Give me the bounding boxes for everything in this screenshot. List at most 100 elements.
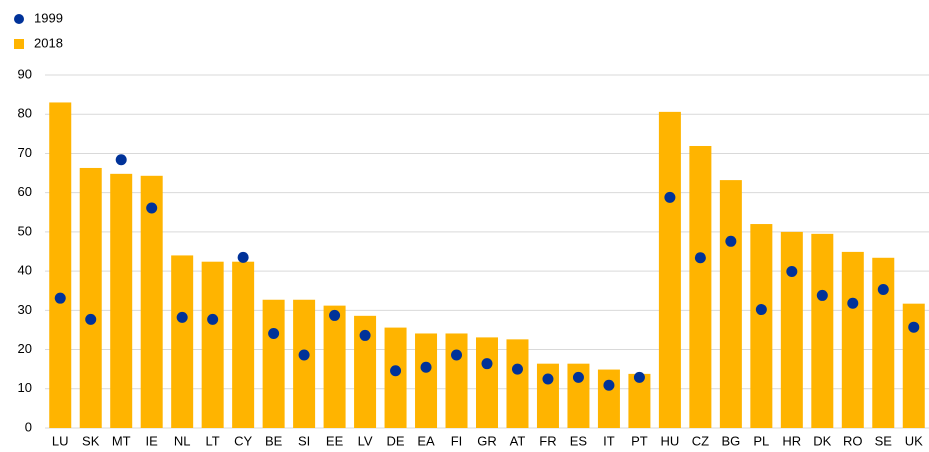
x-tick-label: SK — [82, 433, 100, 448]
bar — [628, 373, 651, 428]
x-tick-label: ES — [570, 433, 588, 448]
dot — [207, 313, 219, 325]
dot — [511, 363, 523, 375]
x-tick-label: CY — [234, 433, 252, 448]
bar — [902, 303, 925, 428]
legend-marker — [14, 14, 24, 24]
y-tick-label: 40 — [18, 263, 32, 278]
x-tick-label: RO — [843, 433, 863, 448]
bar — [354, 315, 377, 428]
x-tick-label: EA — [417, 433, 435, 448]
dot — [542, 373, 554, 385]
bar — [79, 167, 102, 428]
y-tick-label: 50 — [18, 223, 32, 238]
dot — [572, 371, 584, 383]
bar — [140, 175, 163, 428]
bar — [110, 173, 133, 428]
dot — [329, 309, 341, 321]
bar — [536, 363, 559, 428]
dot — [54, 292, 66, 304]
bar — [872, 257, 895, 428]
y-tick-label: 70 — [18, 145, 32, 160]
dot — [603, 379, 615, 391]
dot — [237, 251, 249, 263]
legend-label: 2018 — [34, 35, 63, 50]
dot — [908, 321, 920, 333]
x-tick-label: EE — [326, 433, 344, 448]
y-tick-label: 0 — [25, 419, 32, 434]
dot — [816, 289, 828, 301]
dot — [694, 252, 706, 264]
x-tick-label: FI — [451, 433, 463, 448]
x-tick-label: BE — [265, 433, 283, 448]
bar — [689, 145, 712, 428]
x-tick-label: CZ — [692, 433, 709, 448]
dot — [877, 284, 889, 296]
dot — [420, 361, 432, 373]
x-tick-label: HR — [782, 433, 801, 448]
y-tick-label: 80 — [18, 106, 32, 121]
x-tick-label: SI — [298, 433, 310, 448]
dot — [146, 202, 158, 214]
x-tick-label: DK — [813, 433, 831, 448]
bar — [506, 339, 529, 428]
x-tick-label: AT — [510, 433, 526, 448]
bar — [841, 251, 864, 428]
x-tick-label: GR — [477, 433, 497, 448]
dot — [359, 329, 371, 341]
dot — [755, 304, 767, 316]
x-tick-label: PL — [753, 433, 769, 448]
x-tick-label: SE — [875, 433, 893, 448]
bar — [201, 261, 224, 428]
x-tick-label: UK — [905, 433, 923, 448]
dot — [664, 191, 676, 203]
bar — [658, 111, 681, 428]
x-tick-label: IT — [603, 433, 615, 448]
dot — [176, 311, 188, 323]
dot — [115, 154, 127, 166]
bar — [811, 233, 834, 428]
dot — [268, 327, 280, 339]
bar — [567, 363, 590, 428]
dot — [725, 235, 737, 247]
bar — [415, 333, 438, 428]
bar — [323, 305, 346, 428]
bar — [384, 327, 407, 428]
bar — [597, 369, 620, 428]
bar — [445, 333, 468, 428]
legend-marker — [14, 39, 24, 49]
dot — [633, 371, 645, 383]
bar — [262, 299, 285, 428]
dot — [481, 358, 493, 370]
x-tick-label: NL — [174, 433, 191, 448]
y-tick-label: 30 — [18, 302, 32, 317]
x-tick-label: FR — [539, 433, 556, 448]
x-tick-label: LT — [206, 433, 220, 448]
legend-label: 1999 — [34, 10, 63, 25]
bar — [293, 299, 316, 428]
bar — [232, 261, 255, 428]
dot — [847, 297, 859, 309]
dot — [786, 266, 798, 278]
y-tick-label: 20 — [18, 341, 32, 356]
bar — [719, 180, 742, 428]
y-tick-label: 90 — [18, 66, 32, 81]
bar — [49, 102, 72, 428]
dot — [85, 313, 97, 325]
y-tick-label: 60 — [18, 184, 32, 199]
x-tick-label: MT — [112, 433, 131, 448]
x-tick-label: LU — [52, 433, 69, 448]
bar — [476, 337, 498, 428]
dot — [451, 349, 463, 361]
bar — [750, 224, 773, 428]
x-tick-label: BG — [721, 433, 740, 448]
dot — [298, 349, 310, 361]
x-tick-label: LV — [358, 433, 373, 448]
bar — [780, 231, 803, 428]
x-tick-label: PT — [631, 433, 648, 448]
x-tick-label: DE — [387, 433, 405, 448]
x-tick-label: HU — [661, 433, 680, 448]
bar — [171, 255, 194, 428]
dot — [390, 365, 402, 377]
